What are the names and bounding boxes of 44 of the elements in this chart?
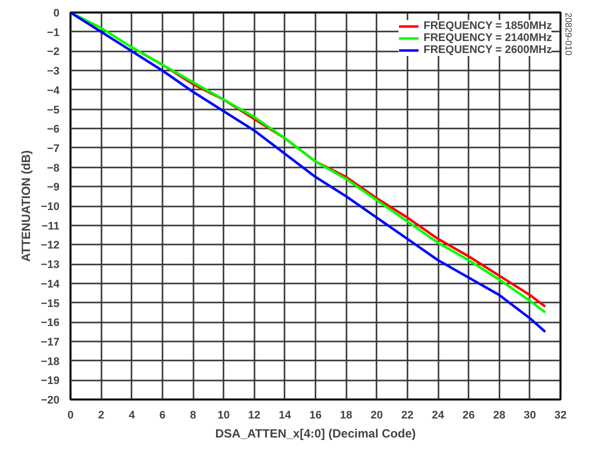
- x-tick-label: 30: [524, 410, 536, 422]
- y-tick-label: −4: [46, 84, 60, 97]
- x-tick-label: 6: [159, 410, 166, 422]
- x-tick-label: 16: [309, 410, 322, 422]
- x-tick-label: 22: [401, 410, 414, 422]
- x-tick-label: 26: [462, 410, 475, 422]
- x-tick-label: 8: [190, 410, 196, 422]
- y-tick-label: −9: [46, 182, 60, 194]
- x-tick-label: 20: [370, 410, 383, 422]
- y-tick-label: −6: [46, 124, 60, 136]
- y-tick-label: −19: [40, 375, 60, 388]
- y-tick-label: −16: [40, 317, 60, 330]
- x-tick-label: 28: [493, 410, 506, 422]
- y-tick-label: −12: [40, 240, 60, 252]
- x-tick-label: 4: [128, 410, 136, 422]
- y-tick-label: −1: [46, 26, 60, 39]
- y-tick-label: −20: [40, 394, 60, 406]
- x-tick-label: 0: [67, 410, 74, 422]
- y-tick-label: −10: [40, 201, 60, 213]
- y-tick-label: −13: [40, 259, 60, 272]
- legend-label: FREQUENCY = 1850MHz: [424, 20, 552, 32]
- y-tick-label: −3: [46, 66, 60, 78]
- text: 20829-010: [564, 12, 574, 56]
- x-tick-label: 10: [218, 410, 230, 422]
- y-tick-label: −14: [40, 278, 60, 290]
- y-tick-label: −7: [46, 142, 60, 155]
- y-tick-label: −2: [46, 46, 60, 58]
- y-tick-label: 0: [53, 8, 60, 20]
- y-tick-label: −15: [40, 298, 60, 310]
- y-tick-label: −17: [40, 336, 60, 348]
- x-tick-label: 32: [554, 410, 567, 422]
- y-axis-title: ATTENUATION (dB): [18, 150, 33, 262]
- y-tick-label: −5: [46, 104, 60, 116]
- y-tick-label: −18: [40, 356, 60, 368]
- x-tick-label: 18: [340, 410, 352, 422]
- legend-label: FREQUENCY = 2600MHz: [424, 44, 552, 56]
- x-tick-label: 24: [432, 410, 445, 422]
- x-tick-label: 2: [98, 410, 104, 422]
- legend-label: FREQUENCY = 2140MHz: [424, 32, 552, 44]
- x-axis-title: DSA_ATTEN_x[4:0] (Decimal Code): [215, 426, 416, 440]
- y-tick-label: −11: [41, 220, 60, 232]
- x-tick-label: 12: [248, 410, 260, 422]
- y-tick-label: −8: [46, 162, 60, 174]
- x-tick-label: 14: [278, 410, 292, 422]
